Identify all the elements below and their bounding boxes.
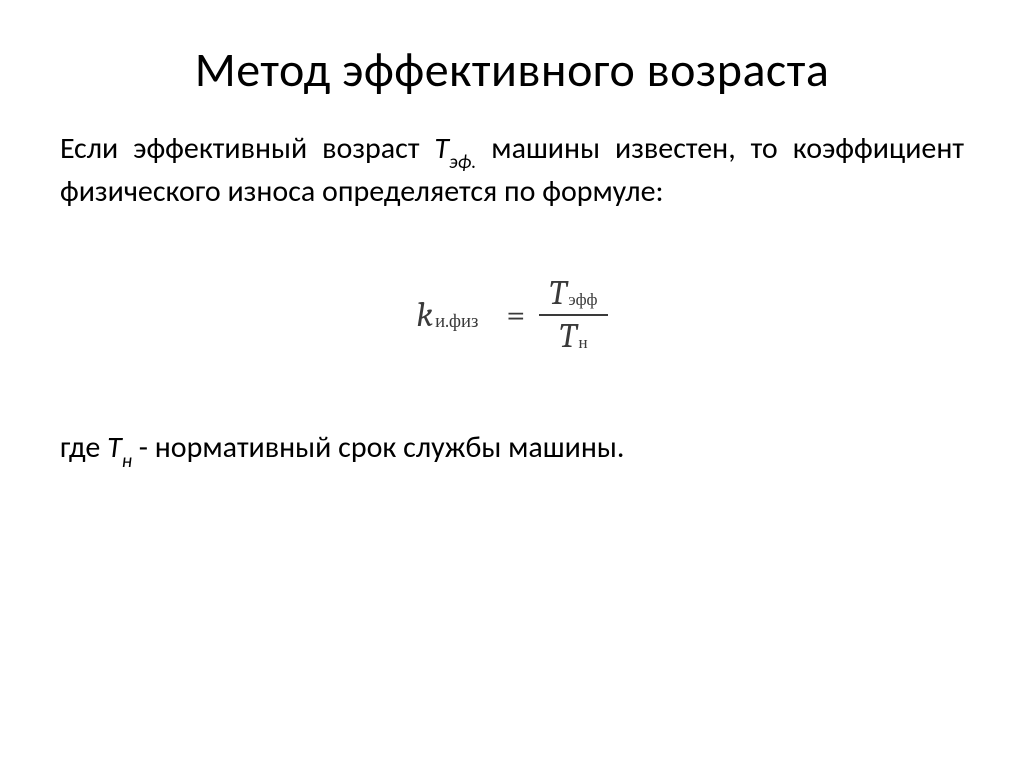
legend-text-before: где: [60, 429, 107, 466]
formula-den-T: T: [559, 318, 576, 355]
variable-T-n: Т: [107, 429, 122, 466]
legend-paragraph: где Тн - нормативный срок службы машины.: [60, 428, 964, 471]
formula-den-subscript: н: [578, 335, 587, 354]
variable-T-eff-subscript: эф.: [449, 150, 476, 174]
formula-numerator: T эфф: [539, 273, 607, 314]
slide: Метод эффективного возраста Если эффекти…: [0, 0, 1024, 767]
formula-k: k: [416, 295, 433, 335]
formula-k-subscript: и.физ: [435, 310, 478, 333]
intro-paragraph: Если эффективный возраст Тэф. машины изв…: [60, 129, 964, 213]
formula-lhs: k и.физ: [416, 295, 478, 335]
intro-text-before: Если эффективный возраст: [60, 130, 434, 167]
slide-title: Метод эффективного возраста: [60, 40, 964, 99]
formula-num-subscript: эфф: [568, 292, 597, 311]
formula-num-T: T: [549, 275, 566, 312]
formula-fraction: T эфф T н: [539, 273, 607, 358]
variable-T-n-subscript: н: [122, 449, 132, 473]
legend-text-after: - нормативный срок службы машины.: [132, 429, 624, 466]
formula: k и.физ = T эфф T н: [60, 273, 964, 358]
variable-T-eff: Т: [434, 130, 449, 167]
formula-equals: =: [506, 295, 525, 335]
formula-denominator: T н: [549, 316, 597, 357]
